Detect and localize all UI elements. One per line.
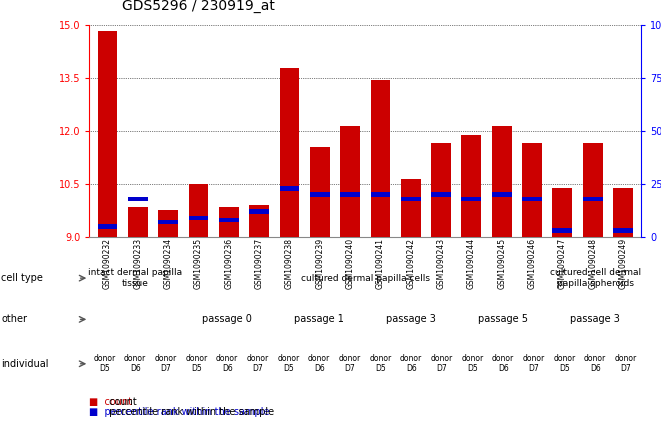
Bar bbox=[461, 197, 481, 201]
Bar bbox=[310, 147, 330, 237]
Bar bbox=[613, 228, 633, 233]
Bar bbox=[98, 224, 117, 228]
Text: donor
D7: donor D7 bbox=[523, 354, 545, 374]
Text: donor
D7: donor D7 bbox=[615, 354, 637, 374]
Bar bbox=[98, 31, 117, 237]
Text: cell type: cell type bbox=[1, 273, 43, 283]
Bar bbox=[613, 187, 633, 237]
Text: ■  percentile rank within the sample: ■ percentile rank within the sample bbox=[89, 407, 270, 418]
Bar bbox=[461, 135, 481, 237]
Text: passage 1: passage 1 bbox=[294, 314, 344, 324]
Text: donor
D7: donor D7 bbox=[431, 354, 453, 374]
Bar bbox=[158, 220, 178, 224]
Bar bbox=[553, 187, 572, 237]
Text: donor
D5: donor D5 bbox=[278, 354, 299, 374]
Bar bbox=[219, 218, 239, 222]
Text: donor
D5: donor D5 bbox=[553, 354, 576, 374]
Bar bbox=[249, 209, 269, 214]
Text: GDS5296 / 230919_at: GDS5296 / 230919_at bbox=[122, 0, 275, 13]
Text: count: count bbox=[106, 397, 137, 407]
Text: donor
D7: donor D7 bbox=[338, 354, 361, 374]
Bar bbox=[280, 68, 299, 237]
Text: donor
D7: donor D7 bbox=[155, 354, 177, 374]
Text: passage 3: passage 3 bbox=[570, 314, 620, 324]
Bar bbox=[219, 207, 239, 237]
Bar bbox=[492, 126, 512, 237]
Text: passage 5: passage 5 bbox=[478, 314, 528, 324]
Text: passage 0: passage 0 bbox=[202, 314, 252, 324]
Bar bbox=[128, 197, 147, 201]
Bar bbox=[553, 228, 572, 233]
Bar bbox=[522, 143, 542, 237]
Text: n/a: n/a bbox=[128, 314, 143, 324]
Bar bbox=[249, 205, 269, 237]
Bar bbox=[340, 126, 360, 237]
Text: ■  count: ■ count bbox=[89, 397, 132, 407]
Text: donor
D5: donor D5 bbox=[186, 354, 208, 374]
Text: donor
D6: donor D6 bbox=[492, 354, 514, 374]
Text: donor
D6: donor D6 bbox=[584, 354, 606, 374]
Text: intact dermal papilla
tissue: intact dermal papilla tissue bbox=[88, 269, 182, 288]
Text: donor
D6: donor D6 bbox=[308, 354, 330, 374]
Bar bbox=[188, 184, 208, 237]
Text: donor
D5: donor D5 bbox=[93, 354, 116, 374]
Bar bbox=[310, 192, 330, 197]
Bar bbox=[401, 197, 420, 201]
Text: donor
D5: donor D5 bbox=[461, 354, 484, 374]
Text: individual: individual bbox=[1, 359, 49, 369]
Bar bbox=[583, 143, 603, 237]
Text: cultured dermal papilla cells: cultured dermal papilla cells bbox=[301, 274, 430, 283]
Bar bbox=[128, 207, 147, 237]
Bar bbox=[371, 192, 390, 197]
Bar bbox=[188, 216, 208, 220]
Bar bbox=[158, 211, 178, 237]
Bar bbox=[431, 192, 451, 197]
Bar bbox=[492, 192, 512, 197]
Text: other: other bbox=[1, 314, 27, 324]
Bar bbox=[583, 197, 603, 201]
Bar bbox=[371, 80, 390, 237]
Text: donor
D7: donor D7 bbox=[247, 354, 269, 374]
Bar bbox=[340, 192, 360, 197]
Text: donor
D6: donor D6 bbox=[124, 354, 146, 374]
Text: percentile rank within the sample: percentile rank within the sample bbox=[106, 407, 274, 418]
Text: cultured cell dermal
papilla spheroids: cultured cell dermal papilla spheroids bbox=[549, 269, 641, 288]
Bar bbox=[401, 179, 420, 237]
Bar bbox=[522, 197, 542, 201]
Text: passage 3: passage 3 bbox=[386, 314, 436, 324]
Text: donor
D6: donor D6 bbox=[400, 354, 422, 374]
Bar bbox=[280, 186, 299, 190]
Text: donor
D5: donor D5 bbox=[369, 354, 392, 374]
Bar bbox=[431, 143, 451, 237]
Text: donor
D6: donor D6 bbox=[216, 354, 239, 374]
